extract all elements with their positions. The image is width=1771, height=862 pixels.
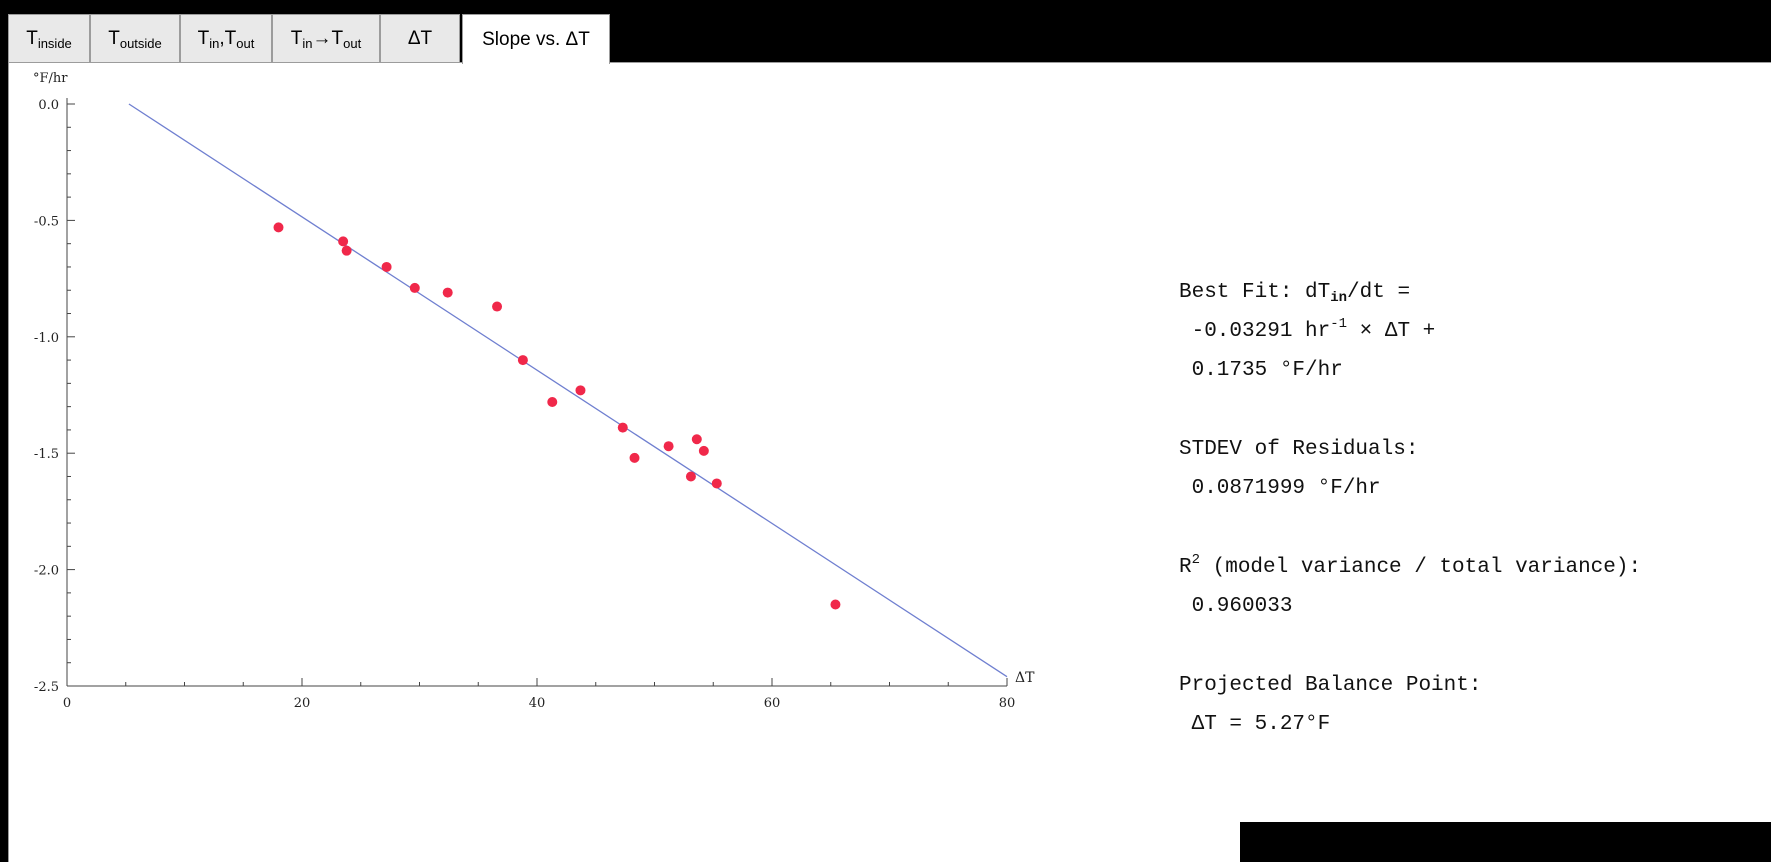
r-squared-label: R2 (model variance / total variance): <box>1179 552 1642 579</box>
tab-slope-vs-delta-t[interactable]: Slope vs. ΔT <box>462 14 610 64</box>
x-tick-label: 80 <box>999 696 1016 711</box>
tab-label: Tinside <box>26 27 72 51</box>
x-axis-label: ΔT <box>1015 670 1035 686</box>
tab-delta-t[interactable]: ΔT <box>380 14 460 62</box>
y-tick-label: -1.5 <box>34 447 59 462</box>
data-point <box>547 396 558 407</box>
data-point <box>273 222 284 233</box>
tab-label: Tin,Tout <box>197 27 255 51</box>
data-point <box>711 478 722 489</box>
data-point <box>830 599 841 610</box>
data-point <box>685 471 696 482</box>
data-point <box>442 287 453 298</box>
best-fit-intercept: 0.1735 °F/hr <box>1179 359 1343 382</box>
tab-t-outside[interactable]: Toutside <box>90 14 180 62</box>
y-tick-label: 0.0 <box>38 98 59 113</box>
r-squared-value: 0.960033 <box>1179 595 1293 618</box>
x-tick-label: 0 <box>63 696 71 711</box>
tab-t-in-to-t-out[interactable]: Tin→Tout <box>272 14 380 62</box>
tab-content-panel: 0 20 40 60 80 0.0 -0.5 -1.0 -1.5 -2.0 -2.5 °F/hr ΔT … <box>8 62 1771 862</box>
best-fit-heading: Best Fit: dTin/dt = <box>1179 281 1411 306</box>
data-point <box>409 282 420 293</box>
tab-label: Toutside <box>108 27 162 51</box>
x-tick-label: 60 <box>764 696 781 711</box>
data-point <box>338 236 349 247</box>
tab-t-in-t-out[interactable]: Tin,Tout <box>180 14 272 62</box>
scatter-chart: 0 20 40 60 80 0.0 -0.5 -1.0 -1.5 -2.0 -2.5 °F/hr ΔT <box>33 71 1035 711</box>
black-region <box>1240 822 1771 862</box>
fit-statistics: Best Fit: dTin/dt = -0.03291 hr-1 × ΔT +… <box>1179 273 1641 744</box>
data-point <box>341 245 352 256</box>
data-point <box>517 355 528 366</box>
data-point <box>381 261 392 272</box>
data-point <box>691 434 702 445</box>
data-point <box>663 441 674 452</box>
data-point <box>617 422 628 433</box>
balance-point-label: Projected Balance Point: <box>1179 674 1482 697</box>
data-point <box>629 452 640 463</box>
y-tick-label: -2.5 <box>34 680 59 695</box>
balance-point-value: ΔT = 5.27°F <box>1179 713 1331 736</box>
tab-label: Tin→Tout <box>290 27 362 51</box>
y-tick-label: -1.0 <box>34 331 59 346</box>
tab-t-inside[interactable]: Tinside <box>8 14 90 62</box>
best-fit-slope: -0.03291 hr-1 × ΔT + <box>1179 316 1436 343</box>
x-tick-label: 20 <box>294 696 311 711</box>
stdev-label: STDEV of Residuals: <box>1179 438 1419 461</box>
stdev-value: 0.0871999 °F/hr <box>1179 477 1381 500</box>
data-point <box>698 445 709 456</box>
data-point <box>575 385 586 396</box>
best-fit-line <box>128 103 1008 678</box>
y-tick-label: -2.0 <box>34 564 59 579</box>
tab-label: Slope vs. ΔT <box>482 28 590 50</box>
y-axis-label: °F/hr <box>33 71 68 86</box>
tab-bar: Tinside Toutside Tin,Tout Tin→Tout ΔT Sl… <box>0 14 1771 64</box>
data-point <box>492 301 503 312</box>
tab-label: ΔT <box>407 27 433 49</box>
y-tick-label: -0.5 <box>34 214 59 229</box>
x-tick-label: 40 <box>529 696 546 711</box>
